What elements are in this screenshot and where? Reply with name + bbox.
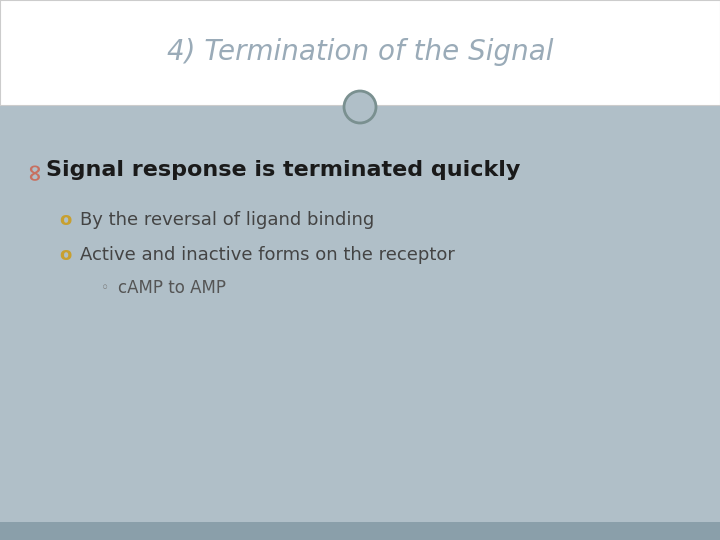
FancyBboxPatch shape bbox=[0, 0, 720, 105]
Circle shape bbox=[344, 91, 376, 123]
FancyBboxPatch shape bbox=[0, 522, 720, 540]
Text: ∞: ∞ bbox=[22, 160, 46, 180]
Text: Active and inactive forms on the receptor: Active and inactive forms on the recepto… bbox=[80, 246, 455, 264]
Text: cAMP to AMP: cAMP to AMP bbox=[118, 279, 226, 297]
Text: Signal response is terminated quickly: Signal response is terminated quickly bbox=[46, 160, 521, 180]
Text: o: o bbox=[59, 211, 71, 229]
Text: o: o bbox=[59, 246, 71, 264]
Text: By the reversal of ligand binding: By the reversal of ligand binding bbox=[80, 211, 374, 229]
Text: ◦: ◦ bbox=[101, 281, 109, 295]
Text: 4) Termination of the Signal: 4) Termination of the Signal bbox=[167, 38, 553, 66]
